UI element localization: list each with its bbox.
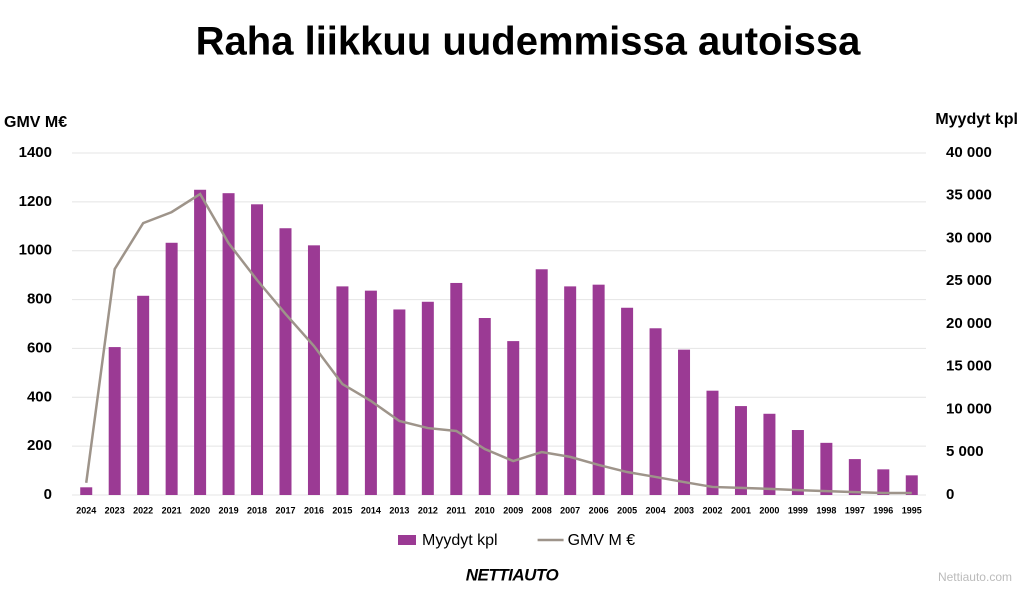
bar	[165, 242, 178, 495]
y2-tick-label: 15 000	[946, 358, 992, 375]
bar	[877, 469, 890, 495]
x-tick-label: 2022	[133, 505, 153, 515]
y-axis-title: GMV M€	[4, 114, 67, 131]
y-tick-label: 1400	[19, 144, 52, 161]
x-tick-label: 1999	[788, 505, 808, 515]
bar	[848, 459, 861, 495]
legend-swatch	[398, 535, 416, 545]
bar	[251, 204, 264, 496]
x-tick-label: 2003	[674, 505, 694, 515]
x-tick-label: 2024	[76, 505, 96, 515]
y2-tick-label: 5 000	[946, 443, 984, 460]
bar	[905, 475, 918, 495]
bar	[393, 309, 406, 495]
bar	[421, 301, 434, 495]
x-tick-label: 1998	[816, 505, 836, 515]
y-tick-label: 1200	[19, 193, 52, 210]
y2-tick-label: 25 000	[946, 272, 992, 289]
y2-tick-label: 30 000	[946, 229, 992, 246]
bar	[820, 442, 833, 495]
bar	[706, 390, 719, 495]
bar	[564, 286, 577, 495]
y2-tick-label: 10 000	[946, 400, 992, 417]
y-tick-label: 400	[27, 388, 52, 405]
x-tick-label: 2012	[418, 505, 438, 515]
x-tick-label: 2013	[389, 505, 409, 515]
y-tick-label: 200	[27, 437, 52, 454]
bar	[478, 318, 491, 495]
bar	[791, 430, 804, 495]
x-tick-label: 2008	[532, 505, 552, 515]
bar	[592, 284, 605, 495]
bar	[222, 193, 235, 495]
x-tick-label: 2001	[731, 505, 751, 515]
bar	[649, 328, 662, 495]
bar	[364, 290, 377, 495]
bar	[734, 406, 747, 495]
x-tick-label: 2018	[247, 505, 267, 515]
y2-tick-label: 20 000	[946, 315, 992, 332]
x-tick-label: 1997	[845, 505, 865, 515]
x-tick-label: 2000	[759, 505, 779, 515]
x-tick-label: 2009	[503, 505, 523, 515]
bar	[137, 295, 150, 495]
y2-axis-title: Myydyt kpl	[935, 111, 1018, 128]
bar	[678, 349, 691, 495]
x-tick-label: 2014	[361, 505, 381, 515]
x-tick-label: 2019	[219, 505, 239, 515]
x-tick-label: 2007	[560, 505, 580, 515]
x-tick-label: 2005	[617, 505, 637, 515]
x-tick-label: 2015	[332, 505, 352, 515]
bar	[535, 269, 548, 495]
bar	[450, 282, 463, 495]
x-tick-label: 2016	[304, 505, 324, 515]
y2-tick-label: 40 000	[946, 144, 992, 161]
bar	[763, 413, 776, 495]
bar	[507, 341, 520, 495]
x-tick-label: 2020	[190, 505, 210, 515]
bar	[336, 286, 349, 495]
x-tick-label: 2010	[475, 505, 495, 515]
bar	[307, 245, 320, 495]
bar	[621, 307, 634, 495]
chart-title: Raha liikkuu uudemmissa autoissa	[196, 20, 861, 64]
x-tick-label: 2004	[646, 505, 666, 515]
watermark: Nettiauto.com	[938, 570, 1012, 584]
legend-label: GMV M €	[568, 532, 636, 549]
y-tick-label: 1000	[19, 242, 52, 259]
x-tick-label: 2021	[162, 505, 182, 515]
x-tick-label: 2002	[702, 505, 722, 515]
y-tick-label: 0	[44, 486, 52, 503]
x-tick-label: 2023	[105, 505, 125, 515]
bar	[279, 228, 292, 496]
bar	[80, 487, 93, 495]
y-tick-label: 600	[27, 339, 52, 356]
x-tick-label: 2011	[447, 505, 467, 515]
x-tick-label: 2017	[275, 505, 295, 515]
x-tick-label: 1995	[902, 505, 922, 515]
y-tick-label: 800	[27, 291, 52, 308]
legend-label: Myydyt kpl	[422, 532, 498, 549]
logo: NETTIAUTO	[466, 565, 559, 584]
bar	[108, 347, 121, 495]
line	[84, 192, 912, 495]
x-tick-label: 1996	[873, 505, 893, 515]
x-tick-label: 2006	[589, 505, 609, 515]
bar	[194, 189, 207, 495]
y2-tick-label: 35 000	[946, 187, 992, 204]
y2-tick-label: 0	[946, 486, 954, 503]
